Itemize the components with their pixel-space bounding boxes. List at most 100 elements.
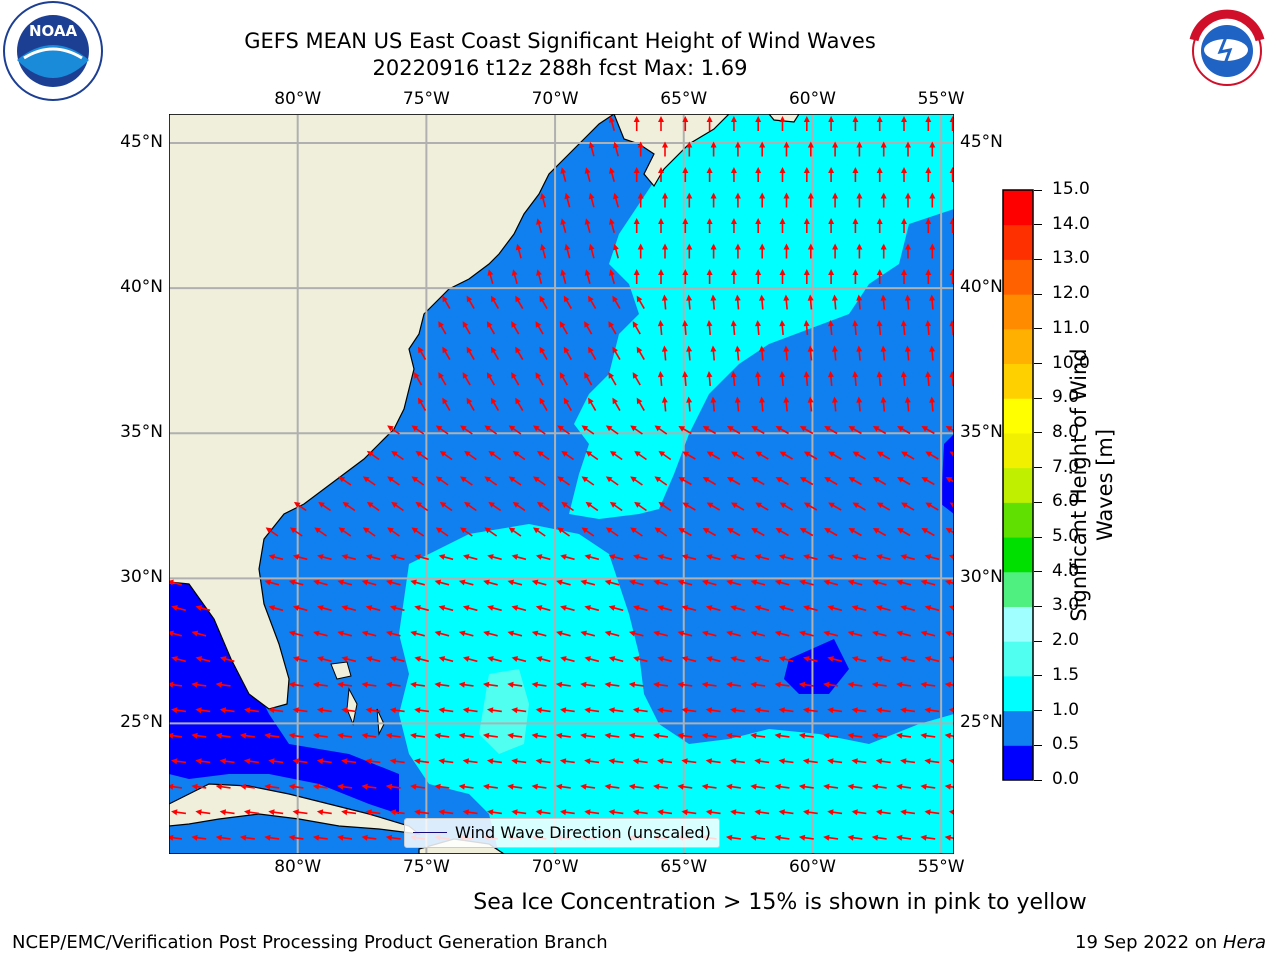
wind-wave-arrow (925, 451, 939, 460)
wind-wave-arrow (657, 371, 664, 387)
wind-wave-arrow-head (486, 809, 494, 816)
wind-wave-arrow-head (243, 707, 251, 714)
wind-wave-arrow (726, 630, 741, 637)
wind-wave-arrow-head (657, 758, 664, 765)
wind-wave-arrow-head (612, 141, 619, 149)
wind-wave-arrow-head (484, 476, 491, 483)
wind-wave-arrow (312, 783, 328, 790)
wind-wave-arrow (828, 218, 835, 233)
wind-wave-arrow (314, 527, 327, 537)
land-bahamas-1 (330, 661, 352, 680)
wind-wave-arrow-head (774, 630, 782, 637)
wind-wave-arrow-head (535, 707, 542, 714)
colorbar-tick-10 (1034, 432, 1042, 434)
wind-wave-arrow-head (608, 218, 615, 225)
wind-wave-arrow-head (705, 605, 713, 611)
wind-wave-arrow-head (442, 346, 448, 354)
colorbar-tick-0 (1034, 779, 1042, 781)
wind-wave-arrow (288, 834, 304, 841)
wind-wave-arrow-head (435, 527, 443, 534)
wind-wave-arrow-head (925, 269, 932, 275)
wind-wave-arrow (658, 269, 664, 284)
wind-wave-arrow-head (706, 320, 713, 327)
wind-wave-arrow (434, 630, 450, 637)
wind-wave-arrow (337, 630, 353, 637)
wind-wave-arrow (783, 141, 790, 157)
wind-wave-arrow (657, 758, 673, 765)
wind-wave-arrow-head (774, 579, 782, 586)
wind-wave-arrow (410, 783, 426, 790)
wind-wave-arrow (362, 527, 376, 537)
wind-wave-arrow-head (312, 681, 320, 688)
wind-wave-arrow (949, 167, 954, 182)
wind-wave-arrow-head (944, 579, 952, 586)
wind-wave-arrow (880, 396, 887, 412)
wind-wave-arrow (511, 809, 527, 816)
wind-wave-arrow-head (876, 451, 884, 458)
wind-wave-arrow (515, 397, 524, 411)
wind-wave-arrow-head (828, 269, 835, 275)
colorbar-tick-15 (1034, 258, 1042, 260)
wind-wave-arrow (754, 656, 770, 663)
wind-wave-arrow-head (755, 167, 762, 173)
wind-wave-arrow (803, 451, 818, 460)
wind-wave-arrow-head (682, 269, 689, 275)
wind-wave-arrow (191, 732, 207, 739)
wind-wave-arrow-head (901, 451, 908, 458)
wind-wave-arrow (612, 397, 621, 411)
wind-wave-arrow-head (682, 502, 690, 509)
wind-wave-arrow-head (856, 345, 863, 352)
wind-wave-arrow (856, 192, 863, 208)
colorbar-segment-10 (1003, 398, 1033, 434)
wind-wave-arrow-head (702, 426, 710, 432)
wind-wave-arrow (661, 294, 668, 310)
wind-wave-arrow (920, 630, 936, 637)
wind-wave-arrow (539, 295, 548, 309)
wind-wave-arrow-head (657, 707, 664, 714)
wind-wave-arrow-head (710, 243, 717, 250)
wind-wave-arrow (361, 630, 377, 637)
wind-wave-arrow-head (191, 834, 198, 841)
lat-label-left-2: 35°N (120, 422, 163, 443)
wind-wave-arrow (559, 809, 575, 816)
wind-wave-arrow-head (872, 426, 880, 432)
wind-wave-arrow (852, 320, 859, 336)
wind-wave-arrow-head (588, 141, 595, 149)
wind-wave-arrow-head (608, 269, 615, 276)
wind-wave-arrow (438, 707, 454, 714)
wind-wave-arrow (725, 834, 741, 841)
wind-wave-arrow-head (750, 783, 757, 790)
wind-wave-arrow (581, 425, 595, 435)
wind-wave-arrow-head (564, 243, 571, 251)
wind-wave-arrow (415, 501, 429, 512)
wind-wave-arrow-head (828, 167, 835, 173)
wind-wave-arrow-head (361, 834, 368, 841)
wind-wave-arrow (875, 554, 891, 561)
wind-wave-arrow (385, 783, 401, 790)
wind-wave-arrow-head (265, 527, 273, 534)
wind-wave-arrow (852, 371, 859, 387)
wind-wave-arrow (531, 681, 547, 688)
wind-wave-arrow (872, 477, 887, 486)
wind-wave-arrow (604, 783, 620, 790)
wind-wave-arrow-head (774, 834, 781, 841)
wind-wave-arrow-head (458, 783, 466, 790)
wind-wave-arrow (612, 295, 621, 309)
wind-wave-arrow-head (701, 630, 709, 637)
wind-wave-arrow (434, 681, 450, 688)
wind-wave-arrow-head (634, 450, 641, 457)
wind-wave-arrow-head (293, 501, 301, 508)
wind-wave-arrow (292, 758, 308, 765)
wind-wave-arrow-head (508, 527, 516, 534)
wind-wave-arrow-head (560, 269, 567, 276)
wind-wave-arrow-head (778, 758, 785, 765)
wind-wave-arrow (905, 192, 911, 208)
wind-wave-arrow-head (799, 426, 807, 432)
wind-wave-arrow (710, 192, 717, 208)
wind-wave-arrow (730, 218, 737, 233)
wind-wave-arrow (632, 321, 641, 335)
wind-wave-arrow (435, 476, 449, 486)
wind-wave-arrow (288, 579, 304, 586)
colorbar-label-3: 1.5 (1052, 664, 1080, 685)
wind-wave-arrow-head (677, 681, 684, 688)
